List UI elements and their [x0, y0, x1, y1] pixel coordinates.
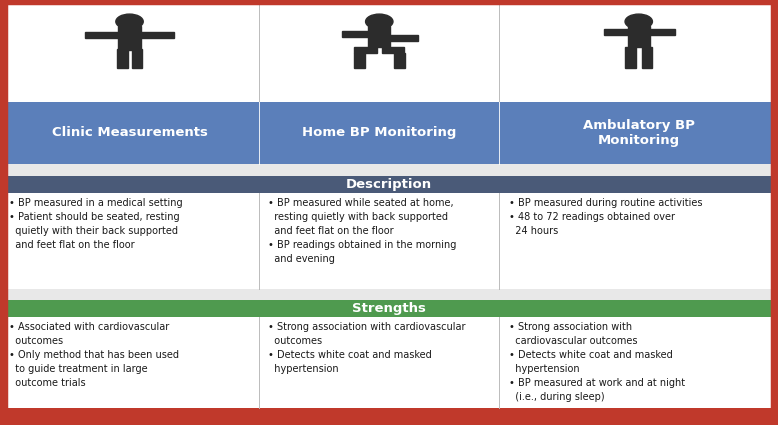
- Bar: [368, 26, 391, 48]
- Bar: [391, 35, 418, 41]
- Bar: [6, 164, 772, 176]
- Circle shape: [366, 14, 393, 29]
- Text: Description: Description: [346, 178, 432, 191]
- Circle shape: [625, 14, 653, 29]
- Text: Strengths: Strengths: [352, 302, 426, 314]
- Bar: [604, 29, 629, 35]
- Bar: [6, 176, 772, 193]
- Text: Ambulatory BP
Monitoring: Ambulatory BP Monitoring: [583, 119, 695, 147]
- Text: • BP measured while seated at home,
  resting quietly with back supported
  and : • BP measured while seated at home, rest…: [268, 198, 457, 264]
- Bar: [355, 53, 365, 68]
- Bar: [6, 3, 772, 102]
- Text: • BP measured in a medical setting
• Patient should be seated, resting
  quietly: • BP measured in a medical setting • Pat…: [9, 198, 183, 250]
- Text: • Strong association with cardiovascular
  outcomes
• Detects white coat and mas: • Strong association with cardiovascular…: [268, 322, 466, 374]
- Bar: [342, 31, 370, 37]
- Circle shape: [116, 14, 143, 29]
- Text: • BP measured during routine activities
• 48 to 72 readings obtained over
  24 h: • BP measured during routine activities …: [509, 198, 703, 236]
- Bar: [642, 47, 653, 68]
- Bar: [6, 300, 772, 317]
- Bar: [118, 26, 141, 50]
- Bar: [117, 49, 128, 68]
- Bar: [6, 317, 772, 408]
- Bar: [628, 26, 650, 48]
- Bar: [625, 47, 636, 68]
- Bar: [382, 47, 405, 53]
- Bar: [6, 193, 772, 289]
- Bar: [85, 32, 118, 38]
- Bar: [6, 405, 772, 422]
- Text: Home BP Monitoring: Home BP Monitoring: [302, 126, 457, 139]
- Bar: [6, 102, 772, 164]
- Bar: [6, 289, 772, 300]
- Bar: [355, 47, 377, 53]
- Bar: [650, 29, 675, 35]
- Text: • Strong association with
  cardiovascular outcomes
• Detects white coat and mas: • Strong association with cardiovascular…: [509, 322, 685, 402]
- Bar: [131, 49, 142, 68]
- Bar: [141, 32, 174, 38]
- Text: • Associated with cardiovascular
  outcomes
• Only method that has been used
  t: • Associated with cardiovascular outcome…: [9, 322, 180, 388]
- Bar: [394, 53, 405, 68]
- Text: Clinic Measurements: Clinic Measurements: [51, 126, 208, 139]
